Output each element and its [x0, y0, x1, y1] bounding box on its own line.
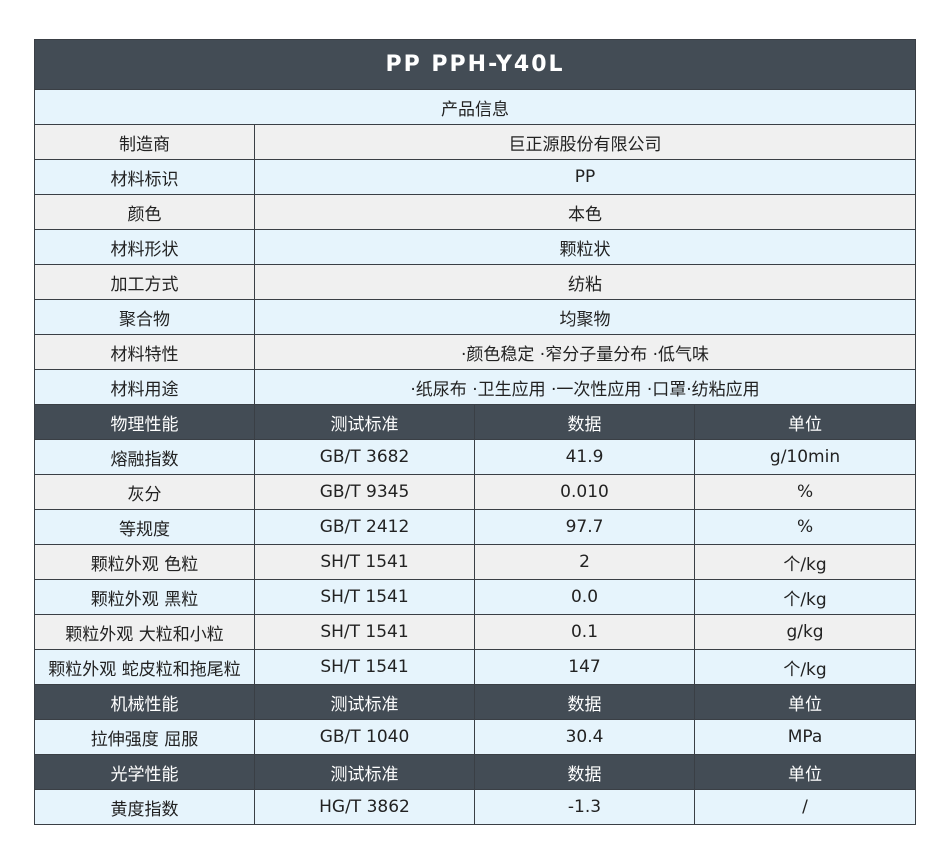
page-title: PP PPH-Y40L	[33, 39, 917, 90]
property-name: 颗粒外观 蛇皮粒和拖尾粒	[34, 649, 255, 685]
property-unit: /	[693, 789, 917, 825]
property-unit: %	[693, 509, 917, 545]
column-header: 测试标准	[254, 754, 475, 790]
property-name: 颗粒外观 黑粒	[34, 579, 255, 615]
property-value: -1.3	[474, 789, 695, 825]
info-label: 颜色	[34, 194, 255, 230]
test-standard: SH/T 1541	[254, 614, 475, 650]
property-unit: %	[693, 474, 917, 510]
column-header: 测试标准	[254, 404, 475, 440]
property-value: 30.4	[474, 719, 695, 755]
info-value: 均聚物	[253, 299, 917, 335]
test-standard: GB/T 1040	[254, 719, 475, 755]
test-standard: SH/T 1541	[254, 544, 475, 580]
info-value: ·纸尿布 ·卫生应用 ·一次性应用 ·口罩·纺粘应用	[253, 369, 917, 405]
section-header-row: 物理性能 测试标准 数据 单位	[34, 404, 917, 440]
property-value: 0.010	[474, 474, 695, 510]
info-row: 材料用途 ·纸尿布 ·卫生应用 ·一次性应用 ·口罩·纺粘应用	[34, 369, 917, 405]
info-value: 本色	[253, 194, 917, 230]
test-standard: SH/T 1541	[254, 649, 475, 685]
property-name: 颗粒外观 色粒	[34, 544, 255, 580]
property-value: 97.7	[474, 509, 695, 545]
property-value: 0.1	[474, 614, 695, 650]
table-row: 颗粒外观 黑粒 SH/T 1541 0.0 个/kg	[34, 579, 917, 615]
info-value: ·颜色稳定 ·窄分子量分布 ·低气味	[253, 334, 917, 370]
table-row: 熔融指数 GB/T 3682 41.9 g/10min	[34, 439, 917, 475]
table-row: 拉伸强度 屈服 GB/T 1040 30.4 MPa	[34, 719, 917, 755]
property-value: 147	[474, 649, 695, 685]
info-label: 加工方式	[34, 264, 255, 300]
property-name: 拉伸强度 屈服	[34, 719, 255, 755]
info-label: 材料用途	[34, 369, 255, 405]
property-unit: 个/kg	[693, 579, 917, 615]
section-header-row: 产品信息	[33, 89, 917, 125]
column-header: 数据	[474, 754, 695, 790]
test-standard: SH/T 1541	[254, 579, 475, 615]
section-header-row: 机械性能 测试标准 数据 单位	[34, 684, 917, 720]
property-unit: 个/kg	[693, 544, 917, 580]
property-name: 灰分	[34, 474, 255, 510]
info-row: 材料特性 ·颜色稳定 ·窄分子量分布 ·低气味	[34, 334, 917, 370]
column-header: 测试标准	[254, 684, 475, 720]
info-row: 材料形状 颗粒状	[34, 229, 917, 265]
info-row: 制造商 巨正源股份有限公司	[34, 124, 917, 160]
property-unit: g/10min	[693, 439, 917, 475]
property-value: 2	[474, 544, 695, 580]
title-row: PP PPH-Y40L	[33, 39, 917, 90]
column-header: 光学性能	[34, 754, 255, 790]
table-row: 颗粒外观 蛇皮粒和拖尾粒 SH/T 1541 147 个/kg	[34, 649, 917, 685]
test-standard: GB/T 2412	[254, 509, 475, 545]
column-header: 数据	[474, 684, 695, 720]
property-name: 黄度指数	[34, 789, 255, 825]
info-label: 聚合物	[34, 299, 255, 335]
test-standard: HG/T 3862	[254, 789, 475, 825]
info-row: 颜色 本色	[34, 194, 917, 230]
section-header-row: 光学性能 测试标准 数据 单位	[34, 754, 917, 790]
info-label: 制造商	[34, 124, 255, 160]
column-header: 单位	[693, 684, 917, 720]
column-header: 单位	[693, 404, 917, 440]
column-header: 单位	[693, 754, 917, 790]
property-name: 熔融指数	[34, 439, 255, 475]
spec-sheet-table: PP PPH-Y40L 产品信息 制造商 巨正源股份有限公司 材料标识 PP 颜…	[33, 39, 917, 825]
info-row: 聚合物 均聚物	[34, 299, 917, 335]
test-standard: GB/T 3682	[254, 439, 475, 475]
info-value: 颗粒状	[253, 229, 917, 265]
info-label: 材料标识	[34, 159, 255, 195]
property-unit: g/kg	[693, 614, 917, 650]
info-value: PP	[253, 159, 917, 195]
info-row: 材料标识 PP	[34, 159, 917, 195]
property-unit: 个/kg	[693, 649, 917, 685]
product-info-label: 产品信息	[33, 89, 917, 125]
table-row: 等规度 GB/T 2412 97.7 %	[34, 509, 917, 545]
property-value: 41.9	[474, 439, 695, 475]
table-row: 灰分 GB/T 9345 0.010 %	[34, 474, 917, 510]
column-header: 物理性能	[34, 404, 255, 440]
info-label: 材料形状	[34, 229, 255, 265]
column-header: 机械性能	[34, 684, 255, 720]
table-row: 颗粒外观 色粒 SH/T 1541 2 个/kg	[34, 544, 917, 580]
property-name: 等规度	[34, 509, 255, 545]
property-name: 颗粒外观 大粒和小粒	[34, 614, 255, 650]
info-label: 材料特性	[34, 334, 255, 370]
info-row: 加工方式 纺粘	[34, 264, 917, 300]
table-row: 黄度指数 HG/T 3862 -1.3 /	[34, 789, 917, 825]
property-value: 0.0	[474, 579, 695, 615]
property-unit: MPa	[693, 719, 917, 755]
table-row: 颗粒外观 大粒和小粒 SH/T 1541 0.1 g/kg	[34, 614, 917, 650]
info-value: 巨正源股份有限公司	[253, 124, 917, 160]
test-standard: GB/T 9345	[254, 474, 475, 510]
info-value: 纺粘	[253, 264, 917, 300]
column-header: 数据	[474, 404, 695, 440]
